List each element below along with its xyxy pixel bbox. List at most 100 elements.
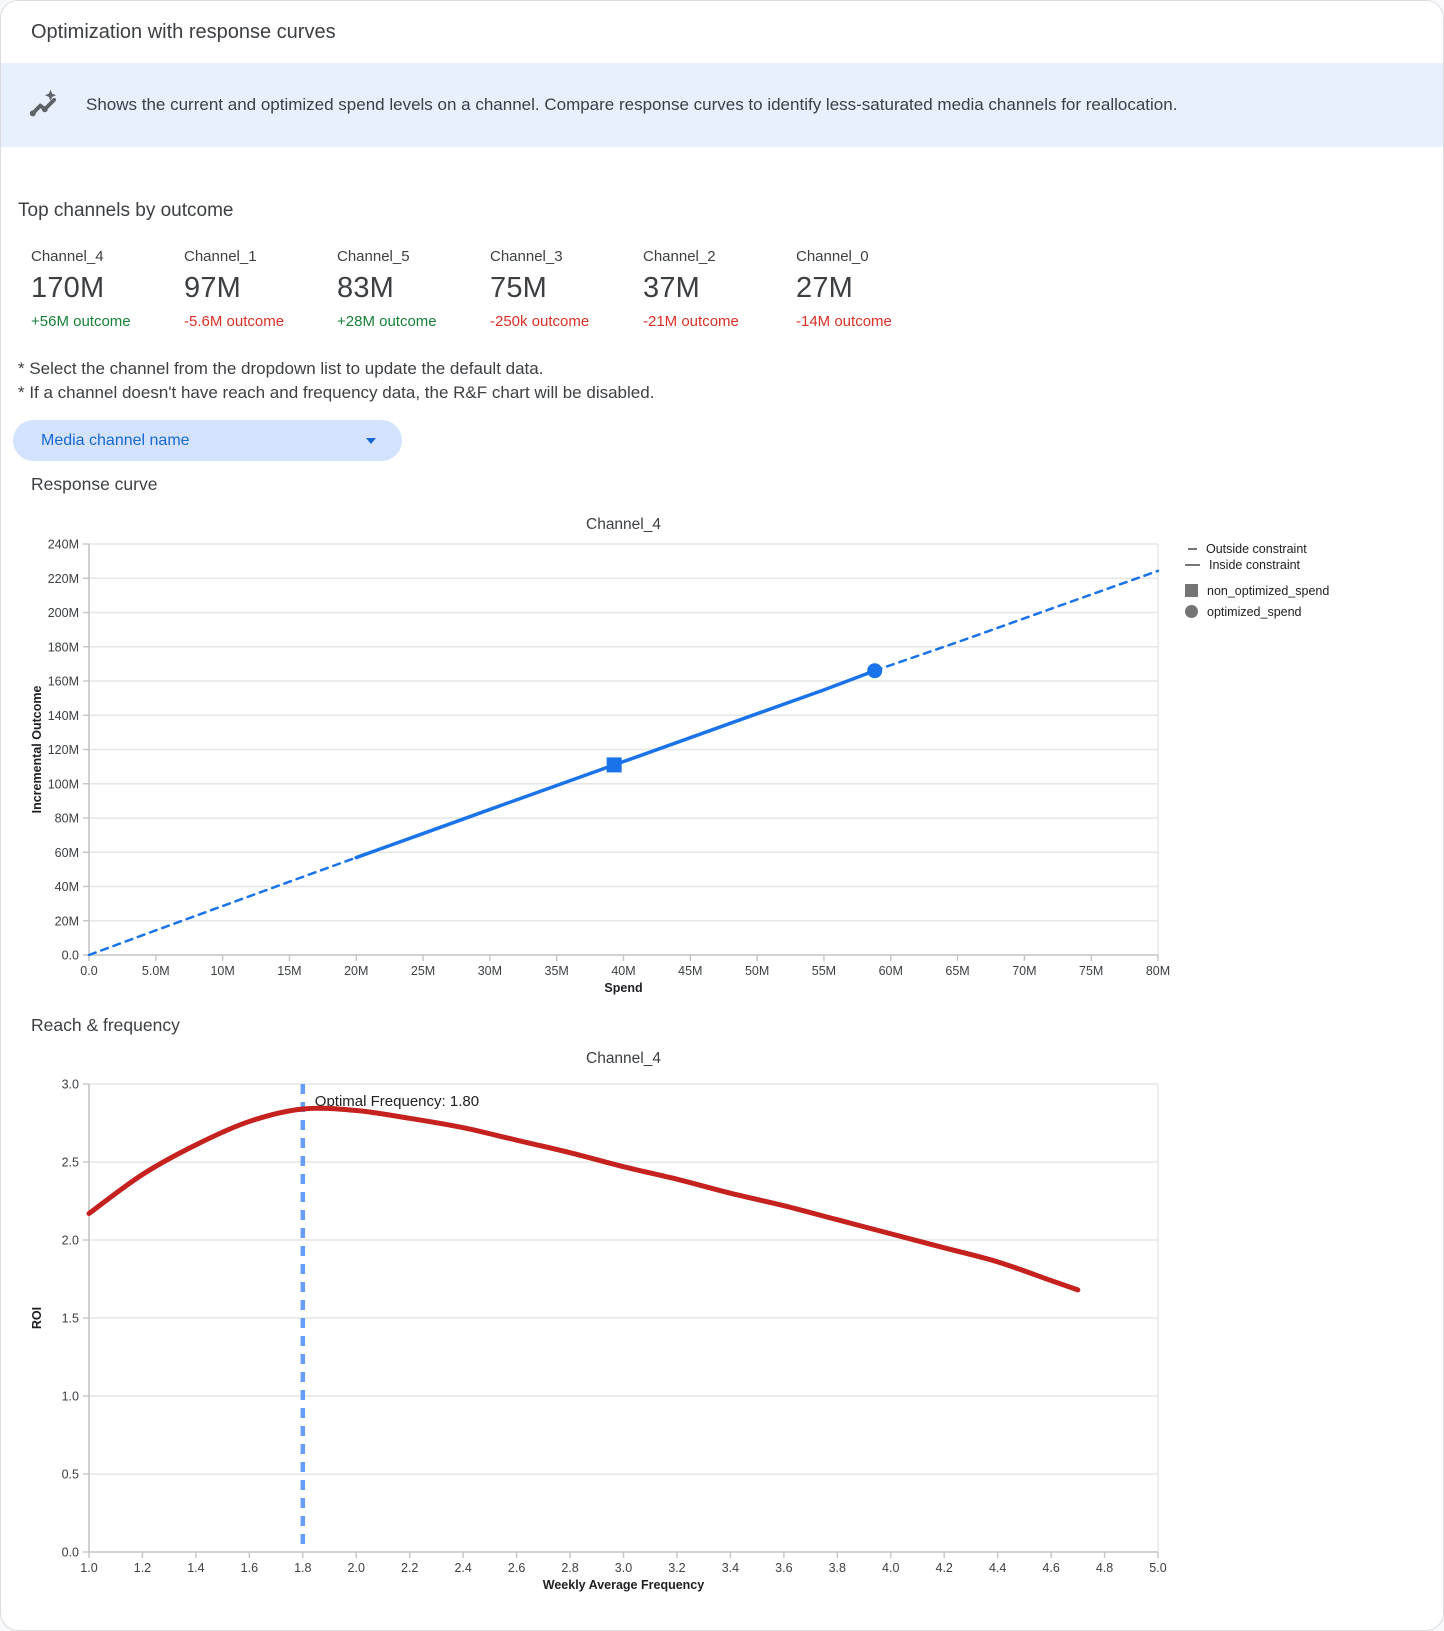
x-tick-label: 65M [945, 964, 969, 978]
x-tick-label: 75M [1079, 964, 1103, 978]
media-channel-dropdown[interactable]: Media channel name [13, 420, 402, 461]
chart-title: Channel_4 [586, 1050, 661, 1067]
dropdown-label: Media channel name [41, 431, 190, 449]
info-banner: Shows the current and optimized spend le… [1, 63, 1443, 147]
y-tick-label: 120M [48, 743, 79, 757]
y-tick-label: 20M [55, 914, 79, 928]
x-tick-label: 30M [478, 964, 502, 978]
x-axis-label: Spend [604, 981, 642, 995]
channel-stat-channel_1: Channel_1 97M -5.6M outcome [184, 248, 337, 330]
x-tick-label: 5.0M [142, 964, 170, 978]
x-tick-label: 2.4 [454, 1561, 471, 1575]
x-tick-label: 60M [879, 964, 903, 978]
x-tick-label: 3.8 [829, 1561, 846, 1575]
channel-name: Channel_1 [184, 248, 257, 265]
chart-title: Channel_4 [586, 516, 661, 533]
x-tick-label: 5.0 [1149, 1561, 1166, 1575]
y-tick-label: 180M [48, 640, 79, 654]
channel-value: 37M [643, 272, 701, 304]
x-tick-label: 0.0 [80, 964, 97, 978]
top-channels-heading: Top channels by outcome [18, 200, 234, 221]
title-bar: Optimization with response curves [1, 1, 1443, 63]
y-tick-label: 80M [55, 812, 79, 826]
y-tick-label: 60M [55, 846, 79, 860]
legend-dash-swatch [1188, 548, 1197, 550]
x-tick-label: 4.8 [1096, 1561, 1113, 1575]
note-line: * If a channel doesn't have reach and fr… [18, 383, 655, 402]
series-outside-constraint-upper [873, 569, 1160, 672]
legend-item-non-optimized-spend: non_optimized_spend [1184, 580, 1329, 601]
notes: * Select the channel from the dropdown l… [18, 357, 654, 405]
response-curve-chart-block: 0.0 20M 40M 60M 80M 100M 120M 140M 160M 180M 200M 2… [1, 503, 1443, 998]
reach-frequency-heading: Reach & frequency [31, 1015, 180, 1035]
page-title: Optimization with response curves [31, 21, 336, 43]
legend-item-outside-constraint: Outside constraint [1184, 541, 1329, 557]
channel-outcome: -14M outcome [796, 313, 892, 330]
channel-name: Channel_4 [31, 248, 104, 265]
y-tick-label: 2.0 [62, 1234, 79, 1248]
x-tick-label: 70M [1012, 964, 1036, 978]
y-tick-label: 100M [48, 777, 79, 791]
non_optimized_spend-marker [606, 757, 622, 773]
channel-value: 170M [31, 272, 105, 304]
top-channels-row: Channel_4 170M +56M outcome Channel_1 97M -5.… [31, 248, 949, 330]
insights-icon [29, 89, 57, 117]
y-tick-label: 2.5 [62, 1156, 79, 1170]
legend-label: non_optimized_spend [1207, 583, 1330, 598]
channel-value: 97M [184, 272, 242, 304]
y-tick-label: 40M [55, 880, 79, 894]
x-tick-label: 1.0 [80, 1561, 97, 1575]
x-axis-label: Weekly Average Frequency [543, 1578, 704, 1592]
channel-stat-channel_2: Channel_2 37M -21M outcome [643, 248, 796, 330]
legend-item-inside-constraint: Inside constraint [1184, 557, 1329, 573]
reach-frequency-chart-block: 0.0 0.5 1.0 1.5 2.0 2.5 3.0 1.0 1.2 1.4 1.6 1.8 2.0 2… [1, 1039, 1443, 1599]
y-tick-label: 160M [48, 675, 79, 689]
legend-square-swatch [1185, 584, 1198, 597]
x-tick-label: 1.6 [241, 1561, 258, 1575]
x-tick-label: 10M [210, 964, 234, 978]
reach-frequency-chart: 0.0 0.5 1.0 1.5 2.0 2.5 3.0 1.0 1.2 1.4 1.6 1.8 2.0 2… [30, 1050, 1167, 1592]
x-tick-label: 50M [745, 964, 769, 978]
channel-stat-channel_0: Channel_0 27M -14M outcome [796, 248, 949, 330]
legend-circle-swatch [1185, 605, 1198, 618]
optimized_spend-marker [867, 663, 883, 679]
x-tick-label: 25M [411, 964, 435, 978]
channel-outcome: +28M outcome [337, 313, 437, 330]
chart-legend: Outside constraint Inside constraint non_o… [1184, 541, 1329, 622]
note-line: * Select the channel from the dropdown l… [18, 359, 544, 378]
legend-item-optimized-spend: optimized_spend [1184, 601, 1329, 622]
x-tick-label: 2.0 [348, 1561, 365, 1575]
x-tick-label: 35M [545, 964, 569, 978]
channel-name: Channel_5 [337, 248, 410, 265]
response-curve-heading: Response curve [31, 474, 158, 494]
y-tick-label: 0.5 [62, 1468, 79, 1482]
channel-outcome: -250k outcome [490, 313, 590, 330]
channel-name: Channel_0 [796, 248, 869, 265]
x-tick-label: 80M [1146, 964, 1170, 978]
channel-outcome: +56M outcome [31, 313, 131, 330]
channel-value: 75M [490, 272, 548, 304]
x-tick-label: 2.2 [401, 1561, 418, 1575]
x-tick-label: 20M [344, 964, 368, 978]
chevron-down-icon [366, 437, 376, 444]
x-tick-label: 45M [678, 964, 702, 978]
series-roi-curve [86, 1105, 1081, 1293]
channel-outcome: -21M outcome [643, 313, 739, 330]
channel-stat-channel_4: Channel_4 170M +56M outcome [31, 248, 184, 330]
y-axis-label: Incremental Outcome [30, 686, 44, 814]
y-tick-label: 0.0 [62, 949, 79, 963]
x-tick-label: 4.4 [989, 1561, 1006, 1575]
x-tick-label: 3.2 [668, 1561, 685, 1575]
y-tick-label: 240M [48, 538, 79, 552]
channel-stat-channel_5: Channel_5 83M +28M outcome [337, 248, 490, 330]
x-tick-label: 55M [812, 964, 836, 978]
response-curve-chart: 0.0 20M 40M 60M 80M 100M 120M 140M 160M 180M 200M 2… [30, 516, 1170, 995]
x-tick-label: 3.0 [615, 1561, 632, 1575]
y-tick-label: 3.0 [62, 1078, 79, 1092]
legend-label: optimized_spend [1207, 604, 1302, 619]
x-tick-label: 4.6 [1042, 1561, 1059, 1575]
legend-label: Inside constraint [1209, 558, 1301, 572]
channel-stat-channel_3: Channel_3 75M -250k outcome [490, 248, 643, 330]
y-tick-label: 140M [48, 709, 79, 723]
